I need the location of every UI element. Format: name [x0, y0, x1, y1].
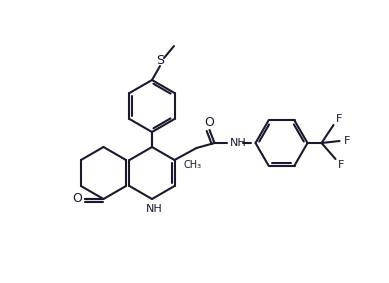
Text: O: O [72, 192, 82, 205]
Text: F: F [344, 136, 351, 146]
Text: F: F [336, 114, 343, 124]
Text: NH: NH [145, 204, 162, 214]
Text: S: S [156, 53, 164, 67]
Text: O: O [205, 115, 214, 128]
Text: CH₃: CH₃ [184, 160, 202, 170]
Text: NH: NH [230, 138, 247, 148]
Text: F: F [338, 160, 345, 170]
